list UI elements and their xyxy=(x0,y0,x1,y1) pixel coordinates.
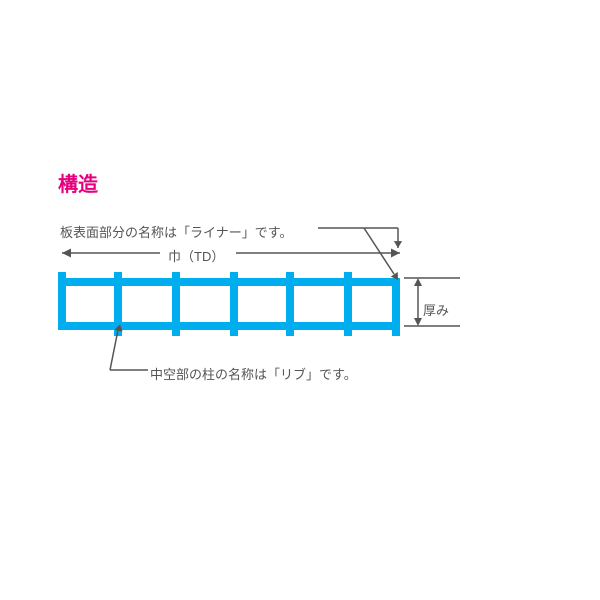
structure-diagram xyxy=(0,0,600,600)
